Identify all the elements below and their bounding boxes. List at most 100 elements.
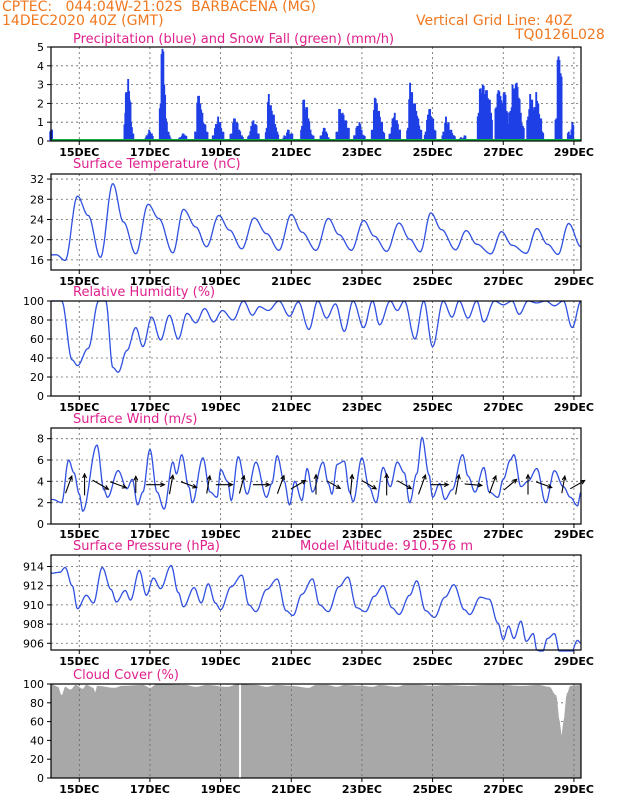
humidity-xtick-label: 29DEC bbox=[554, 401, 594, 414]
header-model-code: TQ0126L028 bbox=[515, 27, 605, 43]
precip-bar bbox=[432, 118, 435, 141]
precip-bar bbox=[540, 118, 543, 141]
wind-arrow-head bbox=[192, 483, 198, 489]
cloud-ytick-label: 60 bbox=[30, 716, 44, 729]
humidity-title: Relative Humidity (%) bbox=[73, 285, 215, 300]
precip-bar bbox=[542, 133, 545, 141]
wind-arrow-shaft bbox=[349, 474, 353, 495]
precip-bar bbox=[182, 133, 185, 141]
precipitation-xtick-label: 23DEC bbox=[342, 146, 382, 159]
precip-bar bbox=[129, 102, 132, 141]
wind-arrow-head bbox=[228, 482, 234, 488]
cloud-xtick-label: 19DEC bbox=[201, 783, 241, 796]
wind-arrow-head bbox=[512, 478, 518, 484]
pressure-frame bbox=[50, 554, 582, 651]
temperature-ytick-label: 20 bbox=[30, 234, 44, 247]
wind-xtick-label: 29DEC bbox=[554, 528, 594, 541]
precip-bar bbox=[522, 127, 525, 141]
wind-arrow-shaft bbox=[417, 474, 427, 495]
pressure-ytick-label: 912 bbox=[23, 580, 44, 593]
precip-bar bbox=[239, 131, 242, 141]
cloud-area bbox=[51, 684, 581, 778]
temperature-xtick-label: 21DEC bbox=[271, 275, 311, 288]
precip-bar bbox=[323, 128, 326, 141]
cloud-xtick-label: 17DEC bbox=[130, 783, 170, 796]
cloud-xtick-label: 15DEC bbox=[59, 783, 99, 796]
cloud-panel: 0 20 40 60 80 100 15DEC 17DEC 19DEC 21DEC 23DEC 25D… bbox=[23, 668, 594, 796]
wind-arrow-shaft bbox=[65, 475, 73, 494]
precip-bar bbox=[277, 134, 280, 141]
precipitation-title: Precipitation (blue) and Snow Fall (gree… bbox=[73, 32, 394, 47]
precipitation-frame bbox=[50, 46, 582, 142]
humidity-ytick-label: 100 bbox=[23, 295, 44, 308]
wind-ytick-label: 8 bbox=[37, 433, 44, 446]
header-run-time: 14DEC2020 40Z (GMT) bbox=[2, 13, 164, 29]
temperature-ytick-label: 16 bbox=[30, 254, 44, 267]
wind-arrow-head bbox=[169, 473, 175, 480]
wind-arrow-head bbox=[421, 473, 427, 480]
temperature-panel: 16 20 24 28 32 15DEC 17DEC 19DEC 21DEC 23DEC 25DEC… bbox=[30, 157, 594, 288]
temperature-xtick-label: 15DEC bbox=[59, 275, 99, 288]
humidity-ytick-label: 20 bbox=[30, 371, 44, 384]
wind-panel: 0 2 4 6 8 15DEC 17DEC 19DEC 21DEC 23DEC 25DEC 27DEC… bbox=[37, 412, 594, 541]
wind-arrow-shaft bbox=[109, 481, 127, 489]
wind-arrow-head bbox=[477, 482, 484, 488]
precip-bar bbox=[453, 136, 456, 141]
temperature-xtick-label: 29DEC bbox=[554, 275, 594, 288]
cloud-ytick-label: 20 bbox=[30, 753, 44, 766]
wind-arrow-shaft bbox=[361, 480, 377, 490]
wind-arrow-shaft bbox=[206, 475, 211, 494]
cloud-xtick-label: 21DEC bbox=[271, 783, 311, 796]
precip-bar bbox=[312, 135, 315, 141]
wind-arrow-shaft bbox=[238, 475, 245, 494]
wind-arrow-shaft bbox=[290, 480, 306, 490]
wind-xtick-label: 15DEC bbox=[59, 528, 99, 541]
humidity-xtick-label: 27DEC bbox=[483, 401, 523, 414]
wind-arrow-head bbox=[206, 474, 212, 481]
cloud-xtick-label: 29DEC bbox=[554, 783, 594, 796]
temperature-xtick-label: 27DEC bbox=[483, 275, 523, 288]
precipitation-ytick-label: 5 bbox=[37, 41, 44, 54]
wind-arrow-head bbox=[525, 473, 531, 480]
pressure-ytick-label: 910 bbox=[23, 599, 44, 612]
temperature-ytick-label: 28 bbox=[30, 193, 44, 206]
pressure-ytick-label: 906 bbox=[23, 637, 44, 650]
precip-bar bbox=[399, 129, 402, 141]
precip-bar bbox=[291, 133, 294, 141]
wind-xtick-label: 23DEC bbox=[342, 528, 382, 541]
humidity-xtick-label: 19DEC bbox=[201, 401, 241, 414]
wind-xtick-label: 19DEC bbox=[201, 528, 241, 541]
wind-frame bbox=[50, 427, 582, 525]
wind-arrow-shaft bbox=[455, 474, 460, 495]
precip-bar bbox=[222, 131, 225, 141]
precipitation-ytick-label: 1 bbox=[37, 116, 44, 129]
wind-arrow-head bbox=[160, 482, 166, 488]
header-station: CPTEC: 044:04W-21:02S BARBACENA (MG) bbox=[2, 0, 316, 15]
pressure-subtitle: Model Altitude: 910.576 m bbox=[300, 539, 473, 554]
humidity-xtick-label: 21DEC bbox=[271, 401, 311, 414]
temperature-xtick-label: 23DEC bbox=[342, 275, 382, 288]
precipitation-xtick-label: 29DEC bbox=[554, 146, 594, 159]
precip-bar bbox=[151, 136, 154, 141]
temperature-line bbox=[51, 182, 582, 262]
header-grid-note: Vertical Grid Line: 40Z bbox=[416, 13, 573, 29]
pressure-xtick-label: 17DEC bbox=[130, 655, 170, 668]
precip-bar bbox=[434, 130, 437, 141]
wind-ytick-label: 0 bbox=[37, 518, 44, 531]
cloud-ytick-label: 40 bbox=[30, 734, 44, 747]
wind-arrow-shaft bbox=[397, 480, 412, 490]
cloud-ytick-label: 80 bbox=[30, 697, 44, 710]
pressure-xtick-label: 29DEC bbox=[554, 655, 594, 668]
precip-bar bbox=[284, 136, 287, 141]
wind-arrow-shaft bbox=[464, 483, 482, 486]
wind-arrow-head bbox=[313, 473, 319, 480]
temperature-ytick-label: 24 bbox=[30, 213, 44, 226]
precip-bar bbox=[560, 76, 563, 141]
wind-xtick-label: 25DEC bbox=[413, 528, 453, 541]
wind-arrow-head bbox=[455, 473, 461, 480]
pressure-xtick-label: 21DEC bbox=[271, 655, 311, 668]
precip-bar bbox=[420, 129, 423, 141]
precipitation-xtick-label: 27DEC bbox=[483, 146, 523, 159]
precip-bar bbox=[164, 94, 167, 141]
